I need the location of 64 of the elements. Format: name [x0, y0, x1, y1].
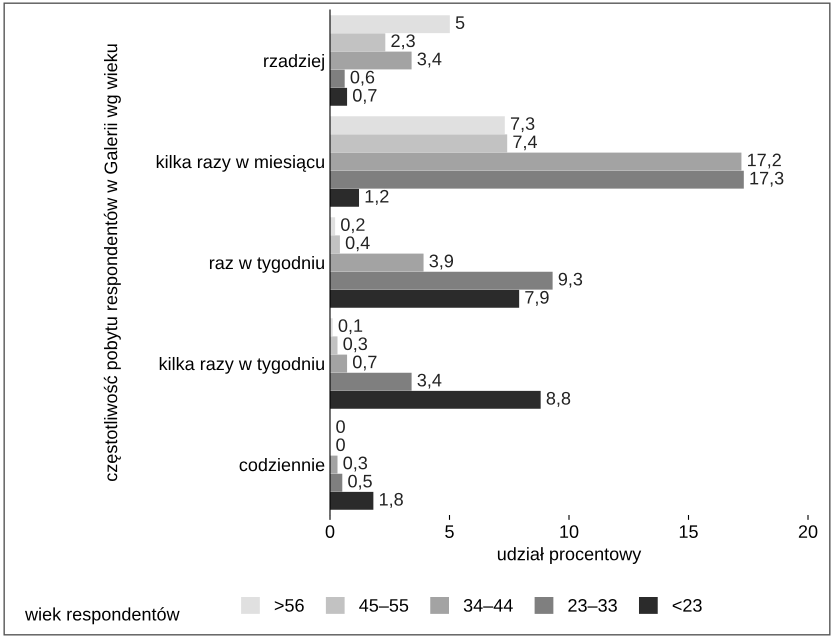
y-tick-label: codziennie	[240, 458, 324, 472]
data-label: 17,2	[748, 154, 781, 168]
data-label: 8,8	[546, 392, 570, 407]
data-label: 3,9	[429, 254, 454, 270]
bar	[330, 188, 360, 207]
legend-label: 34–44	[464, 599, 513, 612]
x-tick-label: 20	[798, 525, 818, 538]
data-label: 3,4	[418, 374, 442, 389]
data-label: 2,3	[391, 34, 415, 50]
data-label: 0,6	[350, 70, 374, 86]
x-tick-label: 10	[560, 525, 578, 538]
y-tick-label: raz w tygodniu	[210, 256, 324, 273]
bar	[330, 88, 348, 106]
bar	[330, 390, 541, 409]
data-label: 1,8	[380, 492, 403, 508]
x-axis-title: udział procentowy	[498, 547, 642, 564]
bar	[330, 235, 340, 254]
bar	[330, 272, 553, 290]
data-label: 0,7	[352, 88, 376, 104]
bar	[330, 33, 386, 52]
bar	[330, 52, 412, 70]
legend-title: wiek respondentów	[24, 607, 180, 624]
bar	[330, 290, 520, 308]
x-tick-label: 0	[326, 525, 334, 538]
bar	[330, 170, 744, 189]
y-tick-label: rzadziej	[264, 54, 324, 71]
data-label: 0	[336, 438, 345, 452]
bar	[330, 70, 345, 88]
bar	[330, 354, 348, 372]
data-label: 0	[336, 420, 345, 433]
bar	[330, 474, 342, 492]
y-tick-label: kilka razy w miesiącu	[156, 154, 324, 172]
bar	[330, 372, 412, 391]
data-label: 0,4	[346, 236, 370, 252]
data-label: 0,3	[343, 456, 368, 472]
data-label: 7,3	[510, 117, 534, 132]
y-axis-title: częstotliwość pobytu respondentów w Galerii wg wieku	[104, 44, 121, 481]
data-label: 3,4	[418, 52, 442, 68]
data-label: 9,3	[558, 272, 582, 288]
legend-label: 45–55	[359, 599, 408, 612]
bar	[330, 456, 338, 474]
x-tick-label: 15	[680, 525, 698, 538]
data-label: 0,7	[352, 356, 376, 370]
data-label: 0,3	[343, 337, 368, 352]
data-label: 7,4	[513, 136, 537, 150]
y-tick-label: kilka razy w tygodniu	[160, 356, 324, 374]
legend-label: >56	[274, 599, 304, 612]
bar	[330, 116, 505, 134]
bar	[330, 152, 742, 170]
data-label: 7,9	[525, 290, 549, 306]
data-label: 17,3	[750, 172, 784, 187]
bar	[330, 336, 338, 354]
data-label: 0,2	[341, 218, 365, 234]
data-label: 0,5	[348, 474, 372, 490]
data-label: 5	[456, 16, 464, 29]
x-tick-label: 5	[445, 525, 454, 538]
legend-label: <23	[672, 599, 702, 612]
bar	[330, 15, 450, 34]
data-label: 1,2	[366, 190, 388, 205]
data-label: 0,1	[338, 319, 362, 334]
legend-label: 23–33	[568, 599, 617, 612]
bar	[330, 134, 508, 152]
bar	[330, 254, 424, 272]
bar	[330, 492, 374, 510]
